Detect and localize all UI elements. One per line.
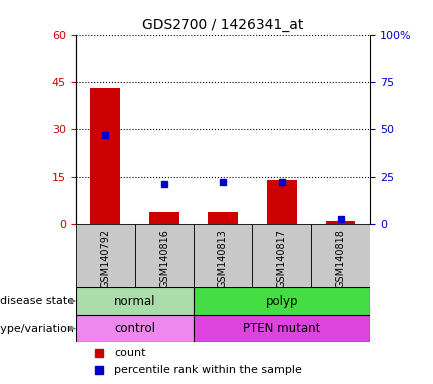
Text: GSM140813: GSM140813 — [218, 229, 228, 288]
Text: GSM140817: GSM140817 — [277, 229, 287, 288]
FancyBboxPatch shape — [252, 224, 311, 288]
Bar — [208, 212, 238, 224]
FancyBboxPatch shape — [194, 224, 252, 288]
Bar — [267, 180, 297, 224]
Bar — [326, 221, 355, 224]
FancyBboxPatch shape — [76, 224, 135, 288]
Text: GSM140792: GSM140792 — [100, 229, 110, 288]
Text: control: control — [114, 322, 155, 335]
Text: percentile rank within the sample: percentile rank within the sample — [114, 364, 302, 374]
FancyBboxPatch shape — [194, 315, 370, 342]
Text: disease state: disease state — [0, 296, 74, 306]
Text: polyp: polyp — [265, 295, 298, 308]
Bar — [149, 212, 179, 224]
FancyBboxPatch shape — [76, 288, 194, 315]
Text: PTEN mutant: PTEN mutant — [243, 322, 320, 335]
Text: count: count — [114, 348, 145, 358]
Text: genotype/variation: genotype/variation — [0, 324, 74, 334]
Title: GDS2700 / 1426341_at: GDS2700 / 1426341_at — [142, 18, 304, 32]
FancyBboxPatch shape — [311, 224, 370, 288]
Text: GSM140818: GSM140818 — [336, 229, 346, 288]
FancyBboxPatch shape — [194, 288, 370, 315]
FancyBboxPatch shape — [76, 315, 194, 342]
Text: normal: normal — [114, 295, 155, 308]
Text: GSM140816: GSM140816 — [159, 229, 169, 288]
Bar — [90, 88, 120, 224]
FancyBboxPatch shape — [135, 224, 194, 288]
